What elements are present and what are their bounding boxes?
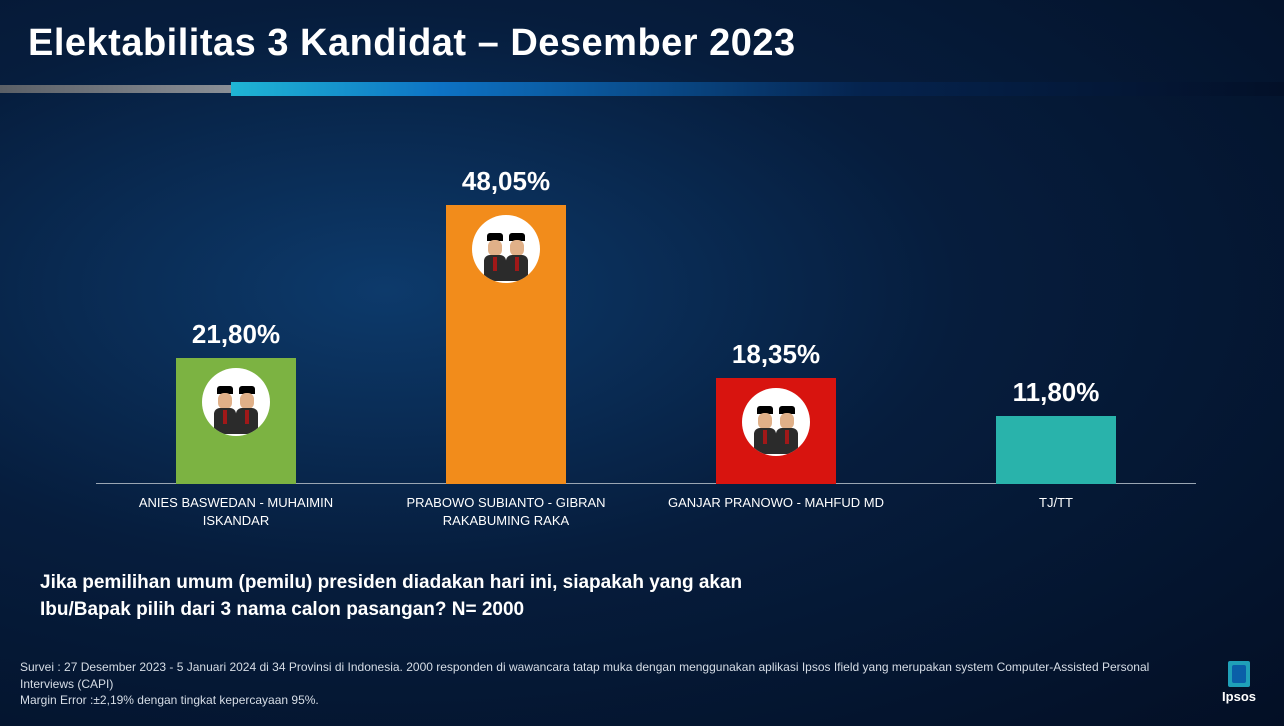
bar [716,378,836,484]
bar-category-label: PRABOWO SUBIANTO - GIBRAN RAKABUMING RAK… [386,484,626,529]
bar-group: 18,35%GANJAR PRANOWO - MAHFUD MD [716,339,836,484]
bar-value-label: 48,05% [462,166,550,197]
survey-footnote: Survei : 27 Desember 2023 - 5 Januari 20… [20,659,1160,708]
logo-text: Ipsos [1222,689,1256,704]
bar-value-label: 21,80% [192,319,280,350]
bar [176,358,296,484]
bar-group: 11,80%TJ/TT [996,377,1116,484]
slide-title: Elektabilitas 3 Kandidat – Desember 2023 [28,22,796,65]
bar [996,416,1116,484]
bar-group: 48,05%PRABOWO SUBIANTO - GIBRAN RAKABUMI… [446,166,566,484]
bar-value-label: 11,80% [1013,377,1100,408]
footnote-line-2: Margin Error :±2,19% dengan tingkat kepe… [20,692,1160,708]
survey-question: Jika pemilihan umum (pemilu) presiden di… [40,570,800,623]
bar [446,205,566,484]
candidate-avatar-icon [742,388,810,456]
bar-category-label: TJ/TT [936,484,1176,512]
ipsos-logo: Ipsos [1222,661,1256,704]
logo-mark-icon [1228,661,1250,687]
bar-value-label: 18,35% [732,339,820,370]
bar-category-label: GANJAR PRANOWO - MAHFUD MD [656,484,896,512]
title-divider [0,82,1284,96]
bar-group: 21,80%ANIES BASWEDAN - MUHAIMIN ISKANDAR [176,319,296,484]
footnote-line-1: Survei : 27 Desember 2023 - 5 Januari 20… [20,659,1160,691]
bar-category-label: ANIES BASWEDAN - MUHAIMIN ISKANDAR [116,484,356,529]
candidate-avatar-icon [202,368,270,436]
bar-chart: 21,80%ANIES BASWEDAN - MUHAIMIN ISKANDAR… [96,150,1196,520]
candidate-avatar-icon [472,215,540,283]
